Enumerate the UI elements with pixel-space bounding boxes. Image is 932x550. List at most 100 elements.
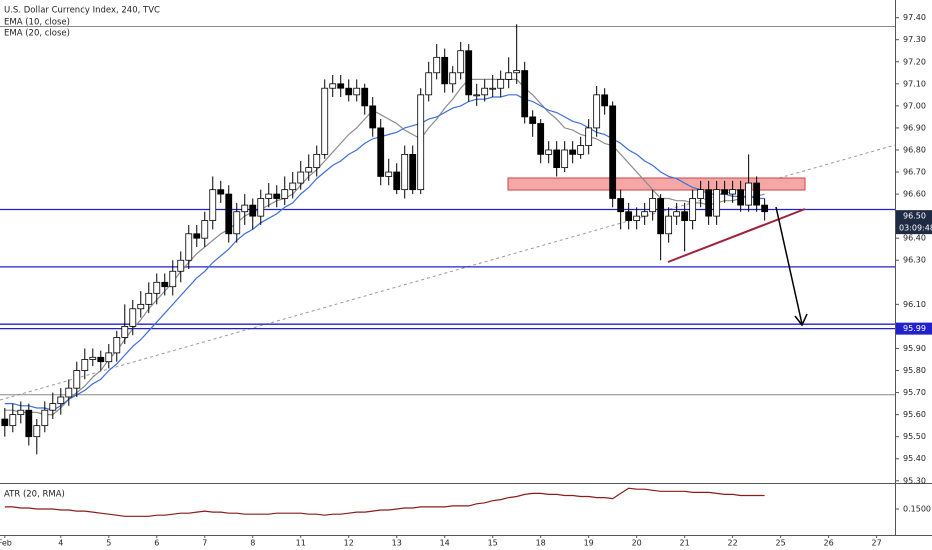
candle-body [401, 153, 409, 191]
y-tick-label: 97.00 [903, 101, 926, 110]
x-tick-label: 20 [632, 539, 642, 548]
y-tick-label: 97.40 [903, 13, 926, 22]
level-price-label: 95.99 [903, 324, 926, 333]
candle-body [297, 171, 305, 184]
y-tick-label: 96.30 [903, 256, 926, 265]
x-tick-label: 11 [296, 539, 306, 548]
candle-body [289, 182, 297, 191]
x-tick-label: 19 [584, 539, 594, 548]
y-tick-label: 95.80 [903, 366, 926, 375]
legend-ema10: EMA (10, close) [4, 18, 70, 28]
candle-body [257, 198, 265, 217]
candle-body [713, 189, 721, 217]
candle-body [65, 387, 73, 398]
candle-body [497, 78, 505, 89]
candle-body [545, 149, 553, 155]
candle-body [513, 70, 521, 74]
candle-body [561, 149, 569, 169]
candle-body [137, 303, 145, 310]
candle-body [697, 189, 705, 199]
candle-body [1, 418, 9, 427]
candle-body [249, 204, 257, 217]
candle-body [689, 198, 697, 221]
candle-body [81, 359, 89, 371]
candle-body [225, 193, 233, 235]
x-tick-label: 5 [106, 539, 111, 548]
candle-body [601, 94, 609, 107]
candle-body [537, 123, 545, 155]
x-tick-label: 15 [488, 539, 498, 548]
candle-body [209, 189, 217, 221]
x-tick-label: 8 [250, 539, 255, 548]
candle-body [577, 145, 585, 155]
candle-body [17, 409, 25, 416]
candle-body [753, 182, 761, 206]
candle-body [417, 94, 425, 191]
candle-body [505, 72, 513, 80]
candle-body [73, 370, 81, 389]
support-line [667, 208, 806, 263]
x-tick-label: 12 [344, 539, 354, 548]
x-tick-label: 25 [776, 539, 786, 548]
last-price-label: 96.50 [903, 212, 926, 221]
atr-line [4, 487, 765, 517]
level-price-box [896, 322, 932, 335]
y-tick-label: 96.10 [903, 300, 926, 309]
x-tick-label: 4 [58, 539, 63, 548]
resistance-zone [507, 177, 806, 191]
candle-body [745, 182, 753, 206]
candle-body [585, 127, 593, 146]
y-tick-label: 96.70 [903, 168, 926, 177]
candle-body [97, 356, 105, 363]
candle-body [361, 87, 369, 107]
candle-body [241, 204, 249, 213]
candle-body [129, 308, 137, 327]
candle-body [473, 94, 481, 97]
y-tick-label: 97.20 [903, 57, 926, 66]
x-tick-label: 26 [824, 539, 834, 548]
candle-body [201, 220, 209, 239]
candle-body [737, 189, 745, 206]
candle-body [305, 167, 313, 173]
candle-body [313, 153, 321, 169]
candle-body [665, 215, 673, 235]
candle-body [521, 70, 529, 118]
candle-body [409, 153, 417, 191]
candle-body [449, 72, 457, 85]
x-tick-label: 6 [154, 539, 159, 548]
candle-body [441, 56, 449, 85]
y-tick-label: 95.40 [903, 454, 926, 463]
candle-body [489, 87, 497, 90]
candle-body [553, 149, 561, 169]
x-tick-label: 13 [392, 539, 402, 548]
candle-body [89, 356, 97, 360]
x-tick-label: Feb [0, 539, 12, 548]
candle-body [153, 281, 161, 294]
y-tick-label: 97.10 [903, 79, 926, 88]
candle-body [425, 72, 433, 96]
chart-title: U.S. Dollar Currency Index, 240, TVC [4, 6, 160, 16]
candle-body [265, 193, 273, 199]
candle-body [321, 87, 329, 155]
candle-body [177, 259, 185, 272]
candle-body [633, 215, 641, 221]
y-tick-label: 95.50 [903, 432, 926, 441]
y-tick-label: 96.40 [903, 234, 926, 243]
candle-body [529, 116, 537, 124]
candle-body [705, 189, 713, 217]
candle-body [9, 414, 17, 427]
candle-body [481, 87, 489, 96]
candle-body [161, 281, 169, 288]
countdown-label: 03:09:48 [899, 224, 932, 233]
marks [0, 24, 895, 517]
candle-body [377, 127, 385, 177]
candle-body [761, 204, 769, 213]
atr-title: ATR (20, RMA) [4, 490, 65, 500]
candle-body [281, 189, 289, 199]
candle-body [593, 94, 601, 129]
candle-body [25, 409, 33, 438]
candle-body [145, 292, 153, 305]
candle-body [57, 396, 65, 405]
candle-body [217, 189, 225, 195]
